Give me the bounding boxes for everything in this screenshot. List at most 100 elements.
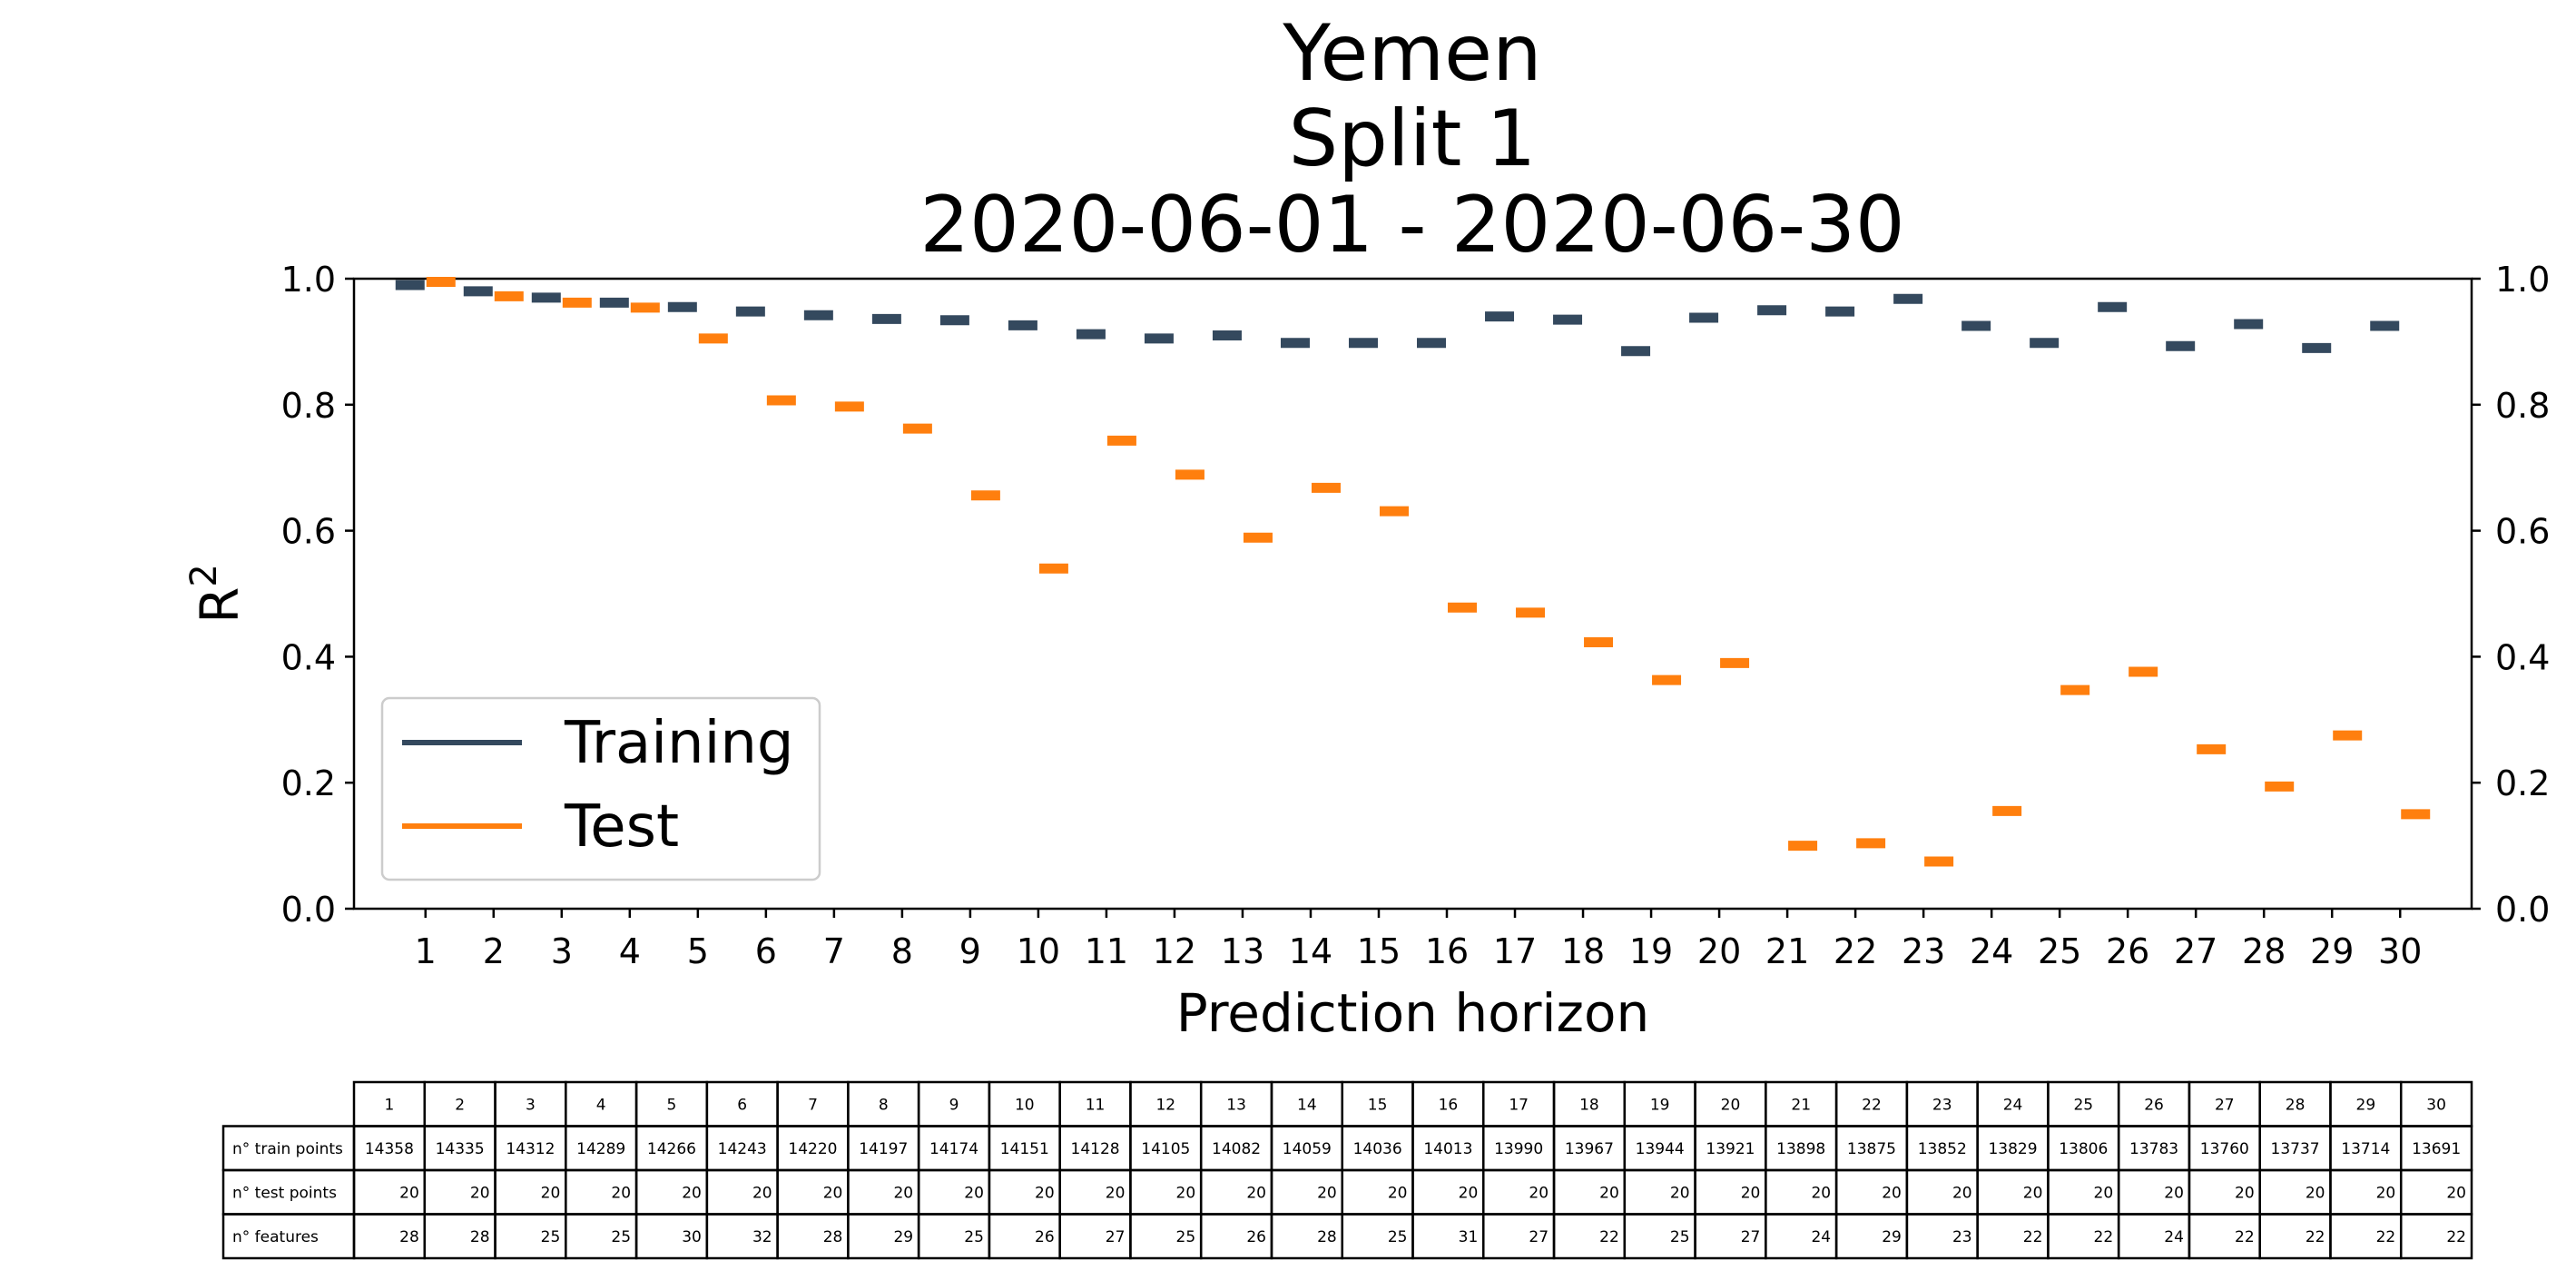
axes: 0.0 0.00.2 0.20.4 0.40.6 0.60.8 0.81.0 1.01 2 3 4… xyxy=(183,260,2550,1044)
table-cell-text: 13829 xyxy=(1988,1140,2037,1158)
x-tick-label: 13 xyxy=(1221,931,1264,971)
table-cell-text: 20 xyxy=(964,1184,984,1202)
table-cell-text: 25 xyxy=(1670,1228,1690,1246)
table-cell-text: 14197 xyxy=(859,1140,908,1158)
table-cell-text: 22 xyxy=(2023,1228,2043,1246)
table-header-text: 5 xyxy=(667,1096,677,1114)
table-cell-text: 14174 xyxy=(929,1140,978,1158)
x-tick-label: 11 xyxy=(1085,931,1128,971)
table-row-label: n° features xyxy=(232,1228,319,1246)
table-cell-text: 20 xyxy=(2376,1184,2396,1202)
table-cell-text: 27 xyxy=(1529,1228,1549,1246)
table-cell-text: 20 xyxy=(2306,1184,2325,1202)
table-header-text: 28 xyxy=(2286,1096,2306,1114)
table-cell-text: 20 xyxy=(2164,1184,2184,1202)
table-cell xyxy=(2399,1213,2473,1260)
x-tick-label: 28 xyxy=(2242,931,2286,971)
table-cell-text: 32 xyxy=(752,1228,772,1246)
x-tick-label: 8 xyxy=(891,931,913,971)
table-cell-text: 14151 xyxy=(1000,1140,1049,1158)
x-tick-label: 21 xyxy=(1765,931,1809,971)
table-cell-text: 25 xyxy=(1388,1228,1408,1246)
table-cell-text: 20 xyxy=(1106,1184,1126,1202)
table-cell-text: 13737 xyxy=(2271,1140,2320,1158)
x-tick-label: 1 xyxy=(415,931,437,971)
legend: Training Test xyxy=(380,696,821,881)
table-cell-text: 25 xyxy=(1176,1228,1196,1246)
y-axis-label: R2 xyxy=(183,564,251,624)
table-cell-text: 14036 xyxy=(1353,1140,1402,1158)
table-cell-text: 22 xyxy=(2446,1228,2466,1246)
data-marks xyxy=(395,276,2431,867)
table-header-text: 8 xyxy=(879,1096,889,1114)
table-cell-text: 13806 xyxy=(2059,1140,2108,1158)
table-cell-text: 28 xyxy=(399,1228,419,1246)
y-tick-label-left: 0.2 xyxy=(281,763,336,803)
x-tick-label: 18 xyxy=(1561,931,1605,971)
table-cell-text: 13944 xyxy=(1636,1140,1685,1158)
table-cell-text: 14358 xyxy=(365,1140,414,1158)
table-cell-text: 14059 xyxy=(1283,1140,1332,1158)
y-tick-label-left: 0.0 xyxy=(281,890,336,930)
table-header-text: 4 xyxy=(596,1096,606,1114)
table-cell-text: 14013 xyxy=(1423,1140,1472,1158)
table-header-text: 25 xyxy=(2073,1096,2093,1114)
table-cell-text: 14266 xyxy=(647,1140,696,1158)
table-cell-text: 25 xyxy=(964,1228,984,1246)
table-header-text: 13 xyxy=(1226,1096,1246,1114)
x-tick-label: 27 xyxy=(2174,931,2217,971)
x-tick-label: 6 xyxy=(755,931,777,971)
table-cell-text: 30 xyxy=(682,1228,702,1246)
table-cell-text: 13760 xyxy=(2200,1140,2249,1158)
x-tick-label: 17 xyxy=(1493,931,1537,971)
table-cell-text: 20 xyxy=(893,1184,913,1202)
table-header-text: 29 xyxy=(2356,1096,2376,1114)
table-cell-text: 22 xyxy=(2376,1228,2396,1246)
table-cell-text: 22 xyxy=(2094,1228,2114,1246)
table-header-text: 15 xyxy=(1368,1096,1388,1114)
plot-frame xyxy=(352,277,2473,911)
x-tick-label: 29 xyxy=(2310,931,2354,971)
table-cell-text: 25 xyxy=(541,1228,561,1246)
y-tick-label-right: 0.2 xyxy=(2495,763,2550,803)
x-tick-label: 23 xyxy=(1902,931,1945,971)
table-header-text: 11 xyxy=(1086,1096,1106,1114)
x-axis-label: Prediction horizon xyxy=(1176,982,1649,1044)
table-cell-text: 25 xyxy=(611,1228,631,1246)
y-axis-label-superscript: 2 xyxy=(183,564,225,586)
table-cell-text: 27 xyxy=(1106,1228,1126,1246)
x-tick-label: 19 xyxy=(1629,931,1673,971)
table-cell-text: 23 xyxy=(1952,1228,1972,1246)
table-cell-text: 14312 xyxy=(506,1140,555,1158)
table-header-text: 14 xyxy=(1297,1096,1317,1114)
table-header-text: 30 xyxy=(2426,1096,2446,1114)
table-header-text: 20 xyxy=(1721,1096,1741,1114)
table-cell-text: 13875 xyxy=(1847,1140,1896,1158)
x-tick-label: 2 xyxy=(483,931,505,971)
table-header-text: 6 xyxy=(737,1096,747,1114)
table-header-text: 18 xyxy=(1579,1096,1599,1114)
y-tick-label-right: 0.8 xyxy=(2495,386,2550,426)
table-cell-text: 20 xyxy=(752,1184,772,1202)
table-header-text: 1 xyxy=(384,1096,394,1114)
y-tick-label-left: 0.8 xyxy=(281,386,336,426)
table-header-text: 3 xyxy=(526,1096,536,1114)
table-cell-text: 14289 xyxy=(576,1140,625,1158)
x-tick-label: 15 xyxy=(1357,931,1401,971)
table-cell-text: 20 xyxy=(682,1184,702,1202)
table-cell-text: 26 xyxy=(1035,1228,1055,1246)
table-cell-text: 14243 xyxy=(718,1140,767,1158)
table-cell-text: 29 xyxy=(1882,1228,1902,1246)
table-cell-text: 13852 xyxy=(1918,1140,1967,1158)
x-tick-label: 20 xyxy=(1697,931,1741,971)
table-header-text: 26 xyxy=(2144,1096,2164,1114)
table-cell-text: 24 xyxy=(2164,1228,2184,1246)
table-header-text: 9 xyxy=(949,1096,959,1114)
table-cell-text: 20 xyxy=(1035,1184,1055,1202)
table-cell-text: 20 xyxy=(2023,1184,2043,1202)
table-cell-text: 20 xyxy=(470,1184,490,1202)
x-tick-label: 7 xyxy=(823,931,845,971)
table-cell-text: 20 xyxy=(1811,1184,1831,1202)
